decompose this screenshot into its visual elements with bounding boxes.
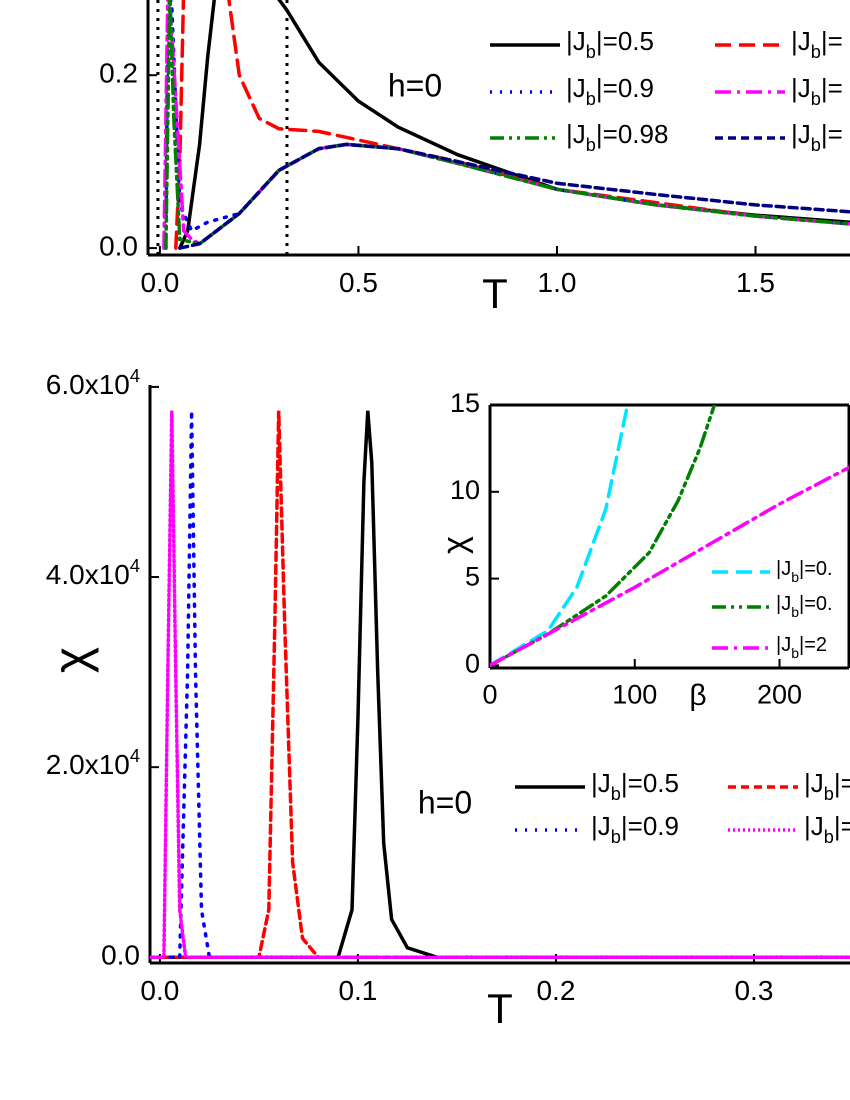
series-line <box>174 0 850 250</box>
y-tick-label: 2.0x104 <box>46 746 140 781</box>
legend-label: |Jb|=0.98 <box>566 119 668 155</box>
y-tick-label: 0.0 <box>99 230 138 261</box>
y-tick-label: 4.0x104 <box>46 556 140 591</box>
legend-label: |Jb|= <box>791 119 843 155</box>
inset-background <box>490 405 849 668</box>
annotation: h=0 <box>388 67 442 103</box>
panel: 0 100 200 0 5 10 15 |Jb|=0. |Jb|=0. |Jb|=2 β χ <box>436 388 850 712</box>
x-tick-label: 200 <box>757 679 802 709</box>
x-tick-label: 0 <box>482 679 497 709</box>
y-tick-label: 5 <box>465 562 480 592</box>
x-axis-label: T <box>482 270 508 317</box>
x-tick-label: 0.0 <box>140 975 179 1006</box>
legend-label: |Jb|=0.9 <box>591 811 679 847</box>
series-line <box>178 0 850 250</box>
series-line <box>150 410 850 960</box>
annotation: h=0 <box>418 784 472 820</box>
y-tick-label: 0.0 <box>101 940 140 971</box>
x-tick-label: 0.0 <box>140 267 179 298</box>
panel: 0.0 0.1 0.2 0.3 0.0 2.0x104 4.0x104 6.0x104 |Jb|… <box>43 366 850 1032</box>
y-tick-label: 0 <box>465 649 480 679</box>
series-line <box>178 142 850 250</box>
legend-label: |Jb|=0. <box>776 593 833 619</box>
y-tick-label: 15 <box>450 388 480 418</box>
x-tick-label: 100 <box>612 679 657 709</box>
legend-label: |Jb|=0. <box>776 558 833 584</box>
panel: 0.0 0.5 1.0 1.5 0.0 0.2 |Jb|=0.5 |Jb|= |Jb|=0.9 |… <box>99 0 850 317</box>
legend-label: |Jb|=0.5 <box>591 768 679 804</box>
y-axis-label: χ <box>43 647 99 673</box>
y-axis-label: χ <box>436 536 474 554</box>
series-line <box>490 405 630 668</box>
x-tick-label: 0.5 <box>339 267 378 298</box>
x-tick-label: 0.2 <box>536 975 575 1006</box>
x-tick-label: 0.1 <box>338 975 377 1006</box>
y-tick-label: 10 <box>450 475 480 505</box>
x-tick-label: 1.0 <box>538 267 577 298</box>
series-line <box>150 410 850 960</box>
legend-label: |Jb|= <box>804 811 850 847</box>
series-line <box>490 465 849 668</box>
x-tick-label: 1.5 <box>736 267 775 298</box>
series-line <box>150 410 850 960</box>
legend-label: |Jb|= <box>791 73 843 109</box>
legend-label: |Jb|= <box>804 768 850 804</box>
y-tick-label: 6.0x104 <box>46 366 140 401</box>
legend-label: |Jb|= <box>791 26 843 62</box>
y-tick-label: 0.2 <box>99 58 138 89</box>
x-axis-label: β <box>689 679 706 712</box>
legend-label: |Jb|=0.5 <box>566 26 654 62</box>
x-axis-label: T <box>487 985 513 1032</box>
x-tick-label: 0.3 <box>734 975 773 1006</box>
legend-label: |Jb|=2 <box>776 634 827 660</box>
legend-label: |Jb|=0.9 <box>566 73 654 109</box>
